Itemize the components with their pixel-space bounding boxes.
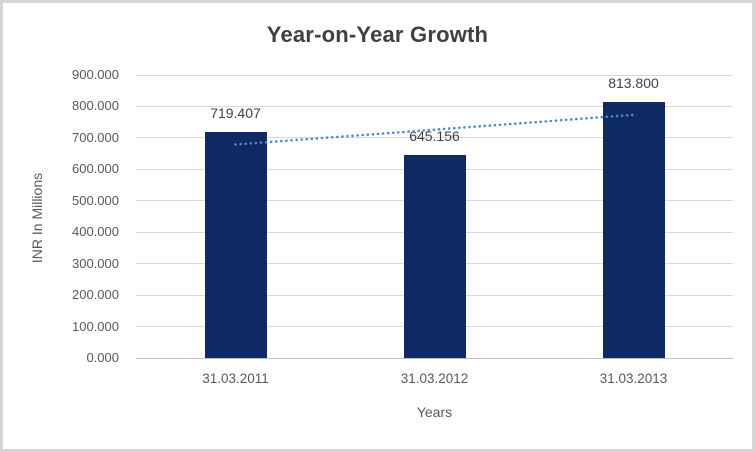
x-axis-title: Years bbox=[416, 404, 453, 420]
y-axis-tick-label: 600.000 bbox=[72, 161, 119, 177]
bar[interactable] bbox=[403, 155, 466, 358]
y-axis-tick-label: 100.000 bbox=[72, 318, 119, 334]
chart-title: Year-on-Year Growth bbox=[266, 22, 489, 47]
x-axis-tick-label: 31.03.2012 bbox=[400, 371, 469, 386]
bar-data-label: 645.156 bbox=[409, 128, 460, 145]
x-axis-line bbox=[136, 357, 733, 359]
bar[interactable] bbox=[204, 131, 267, 358]
y-axis-tick-label: 900.000 bbox=[72, 67, 119, 82]
bar[interactable] bbox=[602, 102, 665, 358]
y-axis-tick-label: 700.000 bbox=[72, 129, 119, 145]
bar-data-label: 813.800 bbox=[608, 75, 659, 92]
y-axis-tick-label: 0.000 bbox=[86, 350, 119, 365]
bar-data-label: 719.407 bbox=[210, 104, 261, 121]
y-axis-tick-label: 300.000 bbox=[72, 255, 119, 271]
y-axis-tick-label: 400.000 bbox=[72, 224, 119, 240]
x-axis-tick-label: 31.03.2013 bbox=[599, 371, 668, 386]
gridline bbox=[136, 74, 733, 76]
y-axis-tick-label: 800.000 bbox=[72, 98, 119, 114]
y-axis-tick-label: 200.000 bbox=[72, 287, 119, 303]
x-axis-tick-label: 31.03.2011 bbox=[202, 371, 269, 386]
gridline bbox=[136, 105, 733, 107]
y-axis-tick-label: 500.000 bbox=[72, 192, 119, 208]
